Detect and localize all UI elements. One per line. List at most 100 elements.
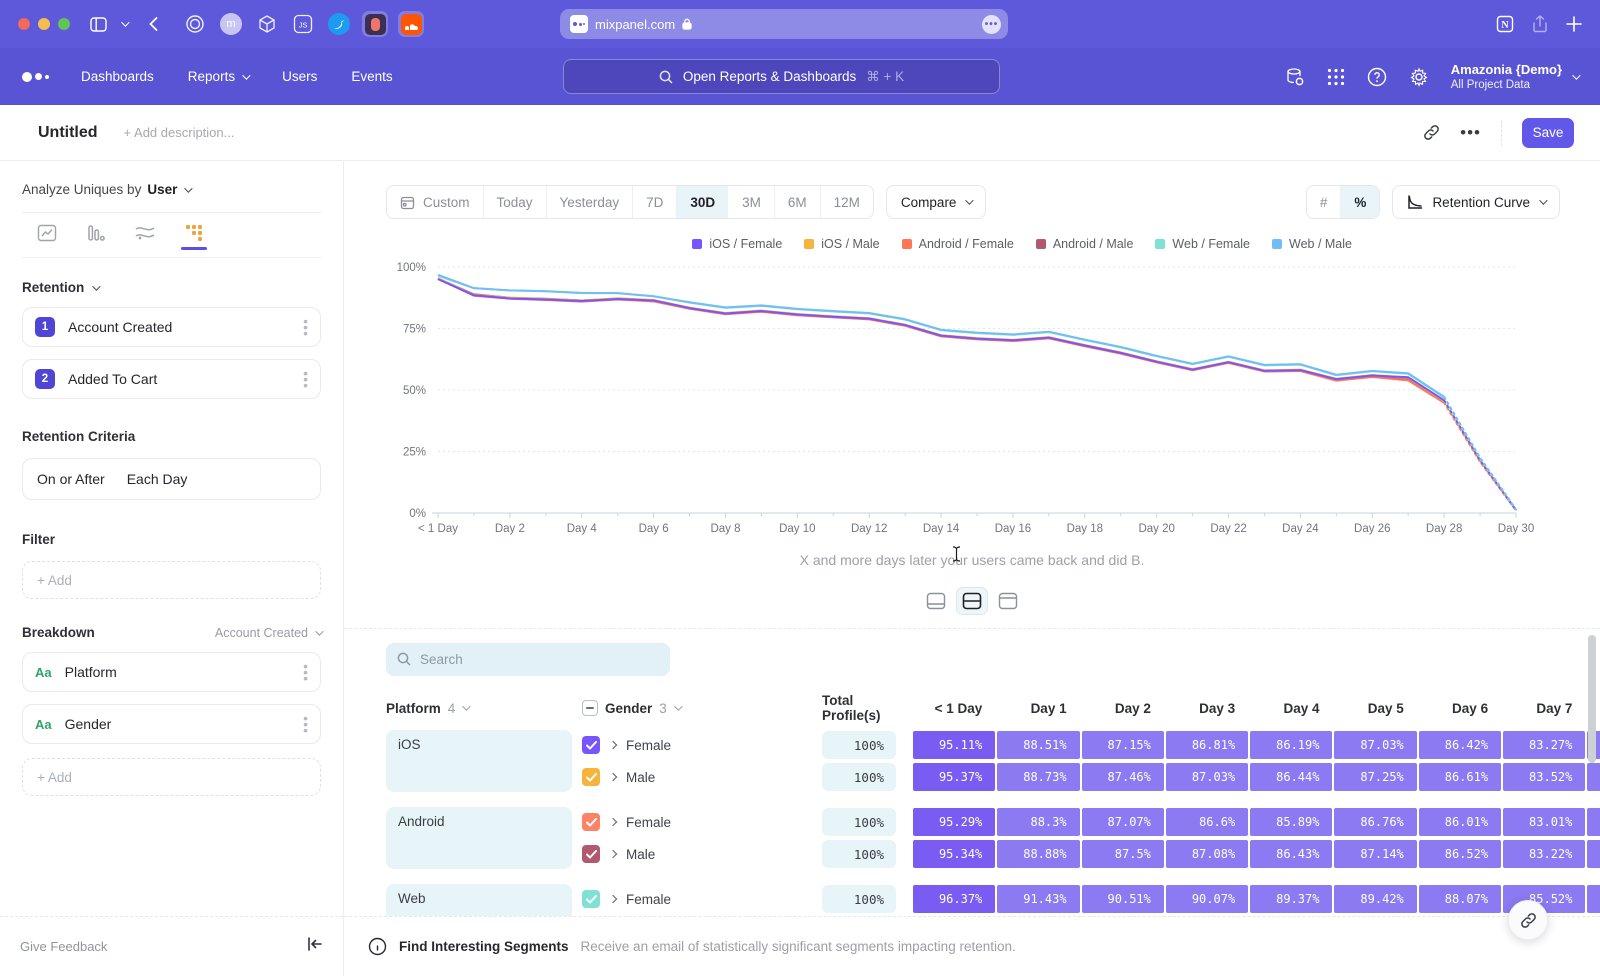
nav-item-reports[interactable]: Reports: [188, 69, 248, 84]
vertical-scrollbar[interactable]: [1588, 635, 1596, 763]
retention-value-cell[interactable]: 88.51%: [997, 731, 1079, 759]
bird-app-icon[interactable]: [326, 11, 352, 37]
retention-value-cell[interactable]: 90.51%: [1082, 885, 1164, 913]
nav-item-events[interactable]: Events: [351, 69, 392, 84]
retention-chart[interactable]: 0%25%50%75%100%< 1 DayDay 2Day 4Day 6Day…: [386, 255, 1560, 550]
gender-cell[interactable]: Male: [582, 845, 822, 863]
add-description[interactable]: + Add description...: [124, 125, 235, 140]
select-all-checkbox[interactable]: [582, 700, 598, 716]
legend-item[interactable]: iOS / Female: [692, 237, 782, 251]
legend-item[interactable]: Android / Female: [902, 237, 1014, 251]
retention-value-cell[interactable]: 95.11%: [913, 731, 995, 759]
minimize-window-button[interactable]: [38, 18, 50, 30]
site-options-icon[interactable]: •••: [982, 15, 1001, 34]
maximize-window-button[interactable]: [58, 18, 70, 30]
retention-step-1[interactable]: 1 Account Created •••: [22, 307, 321, 347]
retention-value-cell[interactable]: 87.14%: [1334, 840, 1416, 868]
retention-value-cell[interactable]: 88.3%: [997, 808, 1079, 836]
range-yesterday[interactable]: Yesterday: [546, 186, 633, 218]
step-menu-icon[interactable]: •••: [303, 318, 308, 337]
save-button[interactable]: Save: [1522, 118, 1574, 148]
platform-column-header[interactable]: Platform4: [386, 701, 582, 716]
soundcloud-app-icon[interactable]: [398, 11, 424, 37]
retention-value-cell[interactable]: [1587, 885, 1600, 913]
layout-chart-only-button[interactable]: [921, 588, 951, 614]
add-filter-button[interactable]: + Add: [22, 561, 321, 599]
tab-flows[interactable]: [132, 223, 158, 249]
table-search-input[interactable]: [386, 643, 670, 676]
format-percent-button[interactable]: %: [1340, 186, 1379, 218]
day-column-header[interactable]: Day 6: [1418, 701, 1502, 716]
tab-retention[interactable]: [181, 223, 207, 249]
give-feedback-link[interactable]: Give Feedback: [20, 939, 107, 954]
legend-item[interactable]: Android / Male: [1036, 237, 1134, 251]
retention-value-cell[interactable]: 86.19%: [1250, 731, 1332, 759]
gender-cell[interactable]: Female: [582, 890, 822, 908]
analyze-by-value[interactable]: User: [147, 182, 190, 197]
legend-item[interactable]: Web / Male: [1272, 237, 1352, 251]
segments-title[interactable]: Find Interesting Segments: [399, 939, 569, 954]
address-bar[interactable]: mixpanel.com •••: [560, 9, 1008, 39]
format-absolute-button[interactable]: #: [1307, 186, 1341, 218]
retention-value-cell[interactable]: 85.89%: [1250, 808, 1332, 836]
range-today[interactable]: Today: [483, 186, 546, 218]
retention-value-cell[interactable]: 86.6%: [1166, 808, 1248, 836]
add-breakdown-button[interactable]: + Add: [22, 758, 321, 796]
gender-cell[interactable]: Female: [582, 736, 822, 754]
range-3m[interactable]: 3M: [728, 186, 774, 218]
notion-tab-icon[interactable]: N: [1496, 15, 1514, 33]
more-options-button[interactable]: •••: [1460, 123, 1481, 143]
retention-value-cell[interactable]: 90.07%: [1166, 885, 1248, 913]
breakdown-menu-icon[interactable]: •••: [303, 663, 308, 682]
platform-cell[interactable]: iOS: [386, 730, 572, 792]
step-menu-icon[interactable]: •••: [303, 370, 308, 389]
apps-grid-icon[interactable]: [1327, 68, 1345, 86]
retention-value-cell[interactable]: 83.22%: [1503, 840, 1585, 868]
retention-value-cell[interactable]: 87.46%: [1082, 763, 1164, 791]
retention-value-cell[interactable]: 87.03%: [1166, 763, 1248, 791]
share-icon[interactable]: [1532, 15, 1548, 33]
retention-value-cell[interactable]: [1587, 808, 1600, 836]
legend-item[interactable]: Web / Female: [1155, 237, 1250, 251]
reader-app-icon[interactable]: [362, 11, 388, 37]
retention-section-label[interactable]: Retention: [22, 280, 321, 295]
retention-value-cell[interactable]: 86.44%: [1250, 763, 1332, 791]
retention-value-cell[interactable]: 86.01%: [1419, 808, 1501, 836]
breakdown-scope-select[interactable]: Account Created: [215, 626, 321, 640]
retention-value-cell[interactable]: 86.76%: [1334, 808, 1416, 836]
retention-step-2[interactable]: 2 Added To Cart •••: [22, 359, 321, 399]
retention-value-cell[interactable]: [1587, 840, 1600, 868]
breakdown-menu-icon[interactable]: •••: [303, 715, 308, 734]
platform-cell[interactable]: Android: [386, 807, 572, 869]
retention-value-cell[interactable]: 89.42%: [1334, 885, 1416, 913]
collapse-sidebar-icon[interactable]: [307, 937, 323, 956]
series-checkbox[interactable]: [582, 736, 600, 754]
criteria-interval[interactable]: Each Day: [127, 471, 188, 487]
breakdown-platform[interactable]: Aa Platform •••: [22, 652, 321, 692]
range-12m[interactable]: 12M: [820, 186, 873, 218]
retention-value-cell[interactable]: 95.34%: [913, 840, 995, 868]
window-controls[interactable]: [18, 18, 70, 30]
retention-value-cell[interactable]: 87.25%: [1334, 763, 1416, 791]
help-icon[interactable]: [1367, 67, 1387, 87]
retention-value-cell[interactable]: 86.61%: [1419, 763, 1501, 791]
retention-value-cell[interactable]: 95.37%: [913, 763, 995, 791]
close-window-button[interactable]: [18, 18, 30, 30]
range-7d[interactable]: 7D: [632, 186, 676, 218]
range-6m[interactable]: 6M: [774, 186, 820, 218]
series-checkbox[interactable]: [582, 890, 600, 908]
target-app-icon[interactable]: [182, 11, 208, 37]
day-column-header[interactable]: Day 5: [1333, 701, 1417, 716]
retention-value-cell[interactable]: 88.73%: [997, 763, 1079, 791]
retention-value-cell[interactable]: 83.01%: [1503, 808, 1585, 836]
report-title[interactable]: Untitled: [38, 124, 98, 142]
retention-value-cell[interactable]: 88.07%: [1419, 885, 1501, 913]
breakdown-gender[interactable]: Aa Gender •••: [22, 704, 321, 744]
cube-app-icon[interactable]: [254, 11, 280, 37]
retention-value-cell[interactable]: 88.88%: [997, 840, 1079, 868]
day-column-header[interactable]: Day 4: [1249, 701, 1333, 716]
back-icon[interactable]: [149, 17, 158, 31]
series-checkbox[interactable]: [582, 768, 600, 786]
expand-row-icon[interactable]: [609, 773, 617, 781]
chevron-down-icon[interactable]: [121, 21, 127, 27]
